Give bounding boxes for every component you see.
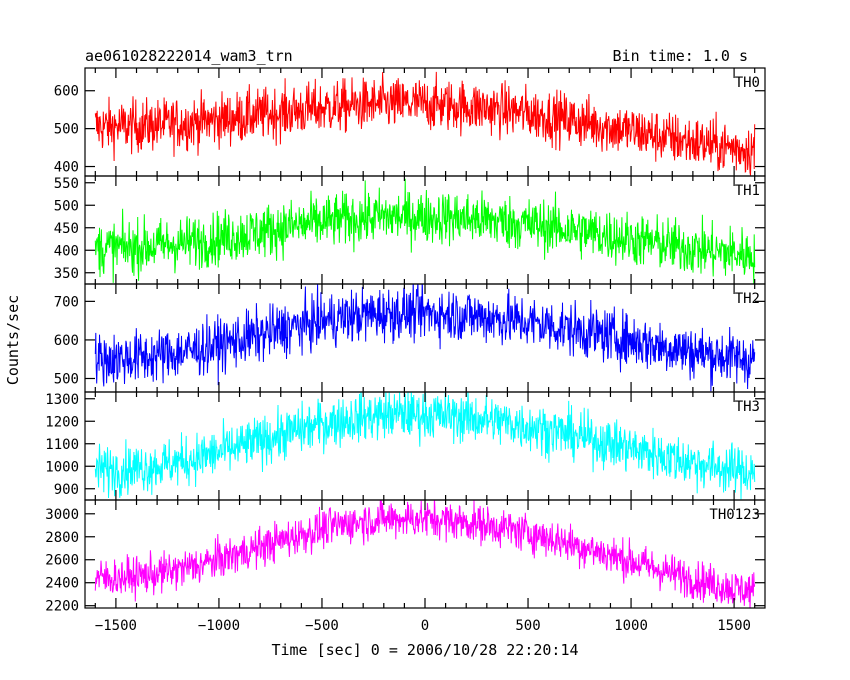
y-tick-label: 600 [54, 333, 79, 349]
x-axis-label: Time [sec] 0 = 2006/10/28 22:20:14 [271, 641, 578, 659]
series-label-th1: TH1 [735, 183, 760, 199]
panel-th2: 500 600 700 TH2 [54, 283, 766, 393]
bin-time-label: Bin time: 1.0 s [613, 47, 748, 65]
y-tick-label: 450 [54, 221, 79, 237]
y-tick-label: 3000 [45, 507, 79, 523]
y-tick-label: 700 [54, 294, 79, 310]
panel-th0: 400 500 600 TH0 [54, 67, 766, 177]
y-tick-label: 2400 [45, 576, 79, 592]
series-label-th0123: TH0123 [709, 507, 760, 523]
x-tick-label: −500 [305, 618, 339, 634]
y-tick-label: 2800 [45, 530, 79, 546]
x-tick-label: −1000 [198, 618, 240, 634]
series-line-th1 [94, 178, 756, 284]
y-tick-label: 500 [54, 122, 79, 138]
panels-group: 400 500 600 TH0 350 400 450 500 550 TH1 500 600 700 T… [45, 67, 766, 634]
y-tick-label: 350 [54, 266, 79, 282]
y-tick-label: 1300 [45, 392, 79, 408]
y-axis-label: Counts/sec [4, 295, 22, 385]
series-line-th3 [94, 392, 756, 500]
y-tick-label: 500 [54, 198, 79, 214]
x-tick-label: 1500 [717, 618, 751, 634]
y-tick-label: 500 [54, 372, 79, 388]
y-tick-label: 2600 [45, 553, 79, 569]
y-tick-label: 1100 [45, 437, 79, 453]
y-tick-label: 900 [54, 482, 79, 498]
series-line-th0 [94, 71, 756, 176]
series-line-th2 [94, 284, 756, 392]
x-tick-label: 1000 [614, 618, 648, 634]
panel-th1: 350 400 450 500 550 TH1 [54, 175, 766, 285]
series-line-th0123 [94, 500, 756, 608]
series-label-th0: TH0 [735, 75, 760, 91]
panel-th3: 900 1000 1100 1200 1300 TH3 [45, 391, 766, 501]
y-tick-label: 550 [54, 176, 79, 192]
series-label-th2: TH2 [735, 291, 760, 307]
y-tick-label: 1000 [45, 459, 79, 475]
y-tick-label: 400 [54, 243, 79, 259]
chart-title: ae061028222014_wam3_trn [85, 47, 293, 65]
y-tick-label: 600 [54, 84, 79, 100]
y-tick-label: 1200 [45, 414, 79, 430]
x-tick-label: −1500 [95, 618, 137, 634]
x-tick-label: 0 [421, 618, 429, 634]
series-label-th3: TH3 [735, 399, 760, 415]
y-tick-label: 400 [54, 160, 79, 176]
y-tick-label: 2200 [45, 599, 79, 615]
x-tick-label: 500 [515, 618, 540, 634]
panel-th0123: 2200 2400 2600 2800 3000 TH0123 [45, 499, 766, 615]
